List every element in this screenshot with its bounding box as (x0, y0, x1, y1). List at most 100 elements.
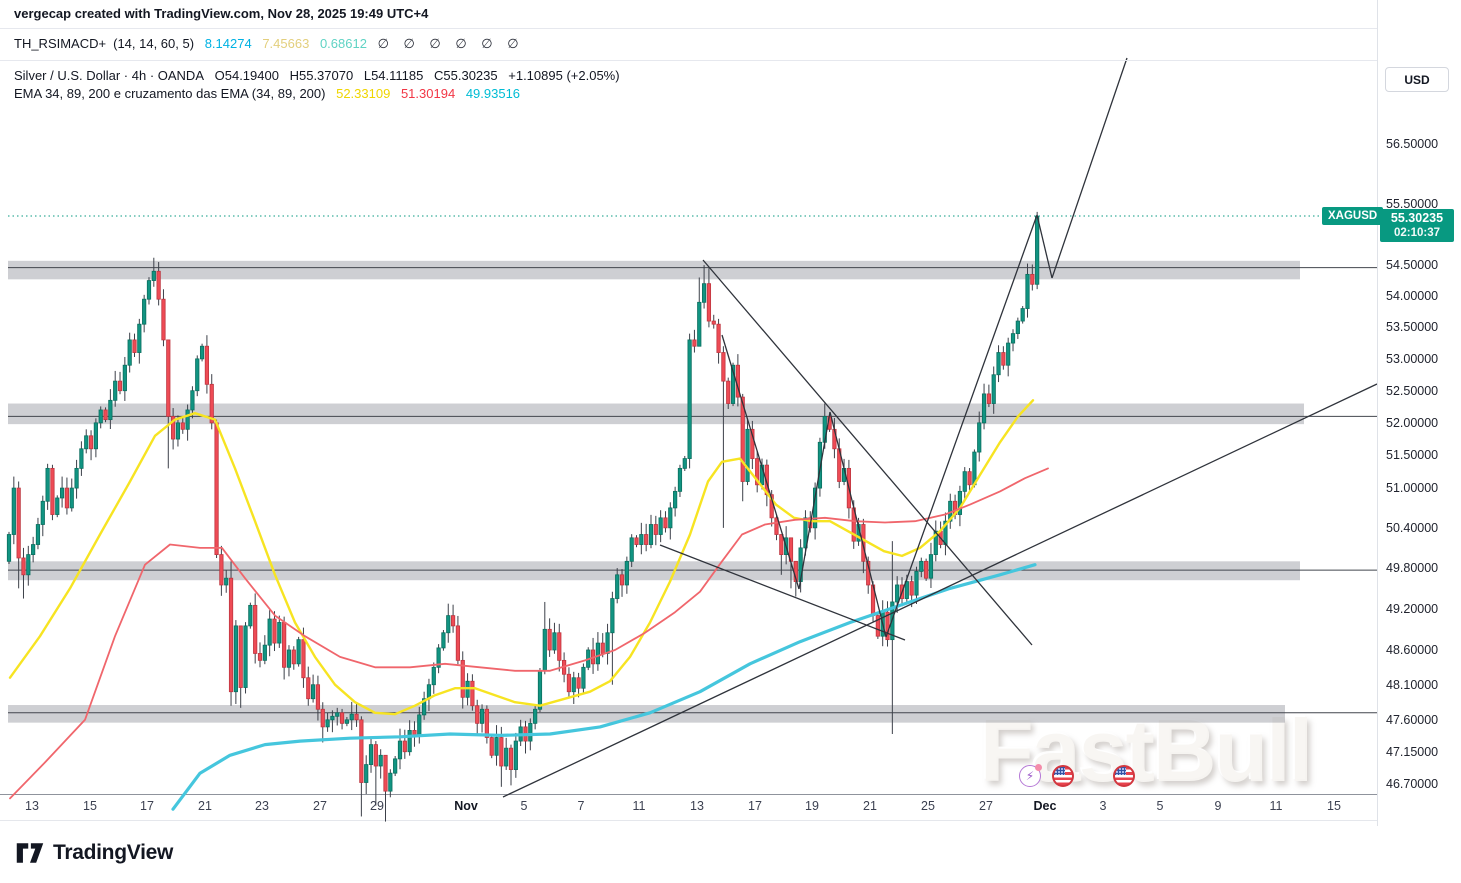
price-axis[interactable]: USD 55.30235 02:10:37 56.50000 55.50000 54… (1377, 0, 1461, 826)
candle-up (330, 715, 335, 721)
candle-up (335, 712, 340, 717)
us-flag-event-icon[interactable] (1113, 765, 1135, 787)
candle-down (861, 524, 866, 562)
indicator-value-3: 0.68612 (319, 36, 367, 51)
candle-up (277, 622, 282, 644)
candle-up (233, 625, 238, 693)
candle-down (779, 534, 784, 555)
ema34-line[interactable] (8, 399, 1035, 716)
candle-up (286, 649, 292, 668)
time-axis-label: 29 (370, 799, 384, 813)
price-axis-label: 49.80000 (1386, 561, 1439, 576)
candle-down (257, 653, 263, 661)
candle-down (204, 345, 210, 385)
symbol-legend[interactable]: Silver / U.S. Dollar · 4h · OANDA O54.19… (14, 68, 627, 83)
price-axis-label: 54.50000 (1386, 258, 1439, 273)
economic-event-lightning-icon[interactable]: ⚡ (1019, 764, 1042, 787)
symbol-title: Silver / U.S. Dollar · 4h · OANDA (14, 68, 204, 83)
candle-up (248, 604, 253, 627)
tradingview-brand[interactable]: TradingView (15, 840, 173, 866)
candle-up (364, 764, 369, 783)
trend-line-drawing[interactable] (659, 544, 906, 641)
trend-line-drawing[interactable] (798, 411, 831, 590)
us-flag-event-icon[interactable] (1052, 765, 1074, 787)
candle-up (45, 467, 50, 502)
supply-demand-zone[interactable] (8, 561, 1300, 581)
candle-up (552, 632, 557, 651)
price-axis-label: 54.00000 (1386, 289, 1439, 304)
time-axis-label: 17 (748, 799, 762, 813)
candle-up (605, 632, 610, 654)
candle-up (267, 618, 272, 646)
candle-down (740, 396, 745, 482)
candle-up (344, 719, 349, 724)
time-axis-label: 13 (690, 799, 704, 813)
candle-up (422, 698, 427, 716)
candle-up (35, 524, 41, 545)
time-axis-month-label: Dec (1033, 799, 1057, 813)
candle-up (610, 598, 615, 634)
trend-line-drawing[interactable] (502, 383, 1377, 798)
time-axis[interactable]: 13 15 17 21 23 27 29 Nov 5 7 11 13 17 19 21 25 27 Dec 3 5 9 1… (0, 794, 1377, 824)
candle-down (721, 352, 726, 382)
trend-line-drawing[interactable] (829, 411, 887, 638)
notification-dot (1035, 764, 1042, 771)
candle-up (624, 560, 629, 586)
candle-up (981, 393, 987, 424)
candle-down (320, 708, 325, 728)
candle-up (378, 754, 383, 767)
candle-down (306, 677, 311, 700)
candle-down (455, 625, 461, 661)
supply-demand-zone[interactable] (8, 260, 1300, 280)
trend-line-drawing[interactable] (1051, 57, 1128, 279)
candle-up (1010, 333, 1016, 344)
price-axis-label: 46.70000 (1386, 776, 1439, 791)
candle-up (658, 517, 663, 535)
candle-down (547, 628, 552, 651)
candle-up (528, 722, 533, 742)
time-axis-label: 11 (1269, 799, 1283, 813)
candle-up (393, 758, 398, 774)
candle-up (137, 323, 142, 353)
indicator-legend[interactable]: TH_RSIMACD+ (14, 14, 60, 5) 8.14274 7.456… (14, 36, 528, 52)
candle-up (349, 713, 354, 721)
candle-down (484, 708, 489, 738)
time-axis-label: 17 (140, 799, 154, 813)
trend-line-drawing[interactable] (702, 259, 1033, 646)
candle-up (1025, 273, 1030, 309)
price-axis-label: 52.00000 (1386, 415, 1439, 430)
candle-up (682, 458, 687, 469)
flag-canton (1115, 767, 1126, 775)
candle-up (730, 364, 736, 404)
time-axis-label: 13 (25, 799, 39, 813)
candle-down (755, 458, 760, 486)
candle-down (450, 615, 456, 627)
candle-down (711, 320, 716, 325)
currency-button[interactable]: USD (1385, 67, 1449, 92)
ema200-line[interactable] (171, 563, 1037, 811)
time-axis-label: 3 (1099, 799, 1107, 813)
ema-legend[interactable]: EMA 34, 89, 200 e cruzamento das EMA (34… (14, 86, 527, 101)
candle-down (16, 487, 21, 559)
candle-up (933, 530, 938, 555)
price-chart-canvas[interactable] (0, 0, 1377, 826)
candle-down (653, 524, 658, 535)
candle-up (581, 666, 586, 689)
candle-down (706, 283, 712, 322)
candle-down (272, 618, 277, 644)
candle-up (175, 422, 181, 440)
last-price-tag: 55.30235 02:10:37 (1380, 209, 1454, 242)
trend-line-drawing[interactable] (885, 214, 1038, 638)
ema89-line[interactable] (9, 467, 1049, 800)
candle-up (494, 737, 499, 756)
supply-demand-zone[interactable] (8, 403, 1304, 425)
candle-down (180, 422, 185, 430)
ema89-value: 51.30194 (400, 86, 456, 101)
price-axis-label: 55.50000 (1386, 197, 1439, 212)
change-value: +1.10895 (+2.05%) (508, 68, 620, 83)
candle-down (557, 632, 562, 661)
candle-down (644, 534, 649, 545)
bar-countdown: 02:10:37 (1393, 227, 1441, 240)
trend-line-drawing[interactable] (721, 334, 800, 590)
trend-line-drawing[interactable] (1036, 214, 1053, 279)
